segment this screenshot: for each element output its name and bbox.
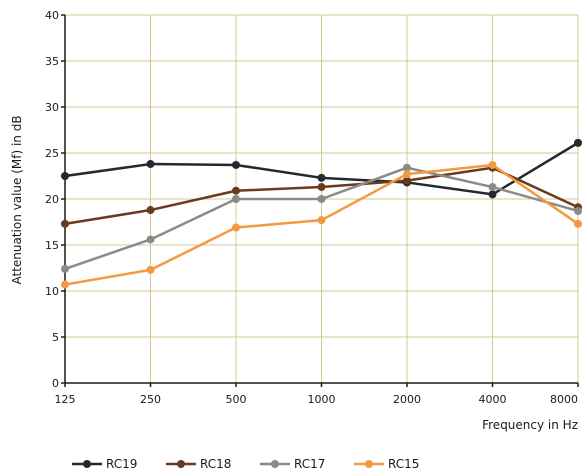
x-tick-label: 2000 [393,393,421,406]
data-point-rc19 [317,173,326,182]
data-point-rc15 [61,280,69,289]
data-point-rc18 [403,176,411,185]
data-point-rc18 [61,219,69,228]
data-point-rc17 [317,195,326,203]
y-tick-label: 20 [45,193,59,206]
legend-label-rc17: RC17 [294,457,325,471]
data-point-rc18 [232,186,240,195]
y-axis-title: Attenuation value (Mf) in dB [10,115,24,284]
data-point-rc19 [61,172,69,180]
data-point-rc17 [488,183,497,192]
x-tick-labels: 125 250 500 1000 2000 4000 8000 [55,393,579,406]
data-point-rc17 [574,206,582,215]
data-point-rc19 [146,160,155,169]
legend-marker-rc18 [177,460,185,468]
y-tick-label: 35 [45,55,59,68]
y-tick-label: 10 [45,285,59,298]
data-point-rc18 [317,183,326,192]
data-point-rc15 [317,216,326,225]
legend-marker-rc17 [271,460,279,468]
y-tick-label: 30 [45,101,59,114]
data-point-rc17 [403,163,411,172]
y-tick-label: 40 [45,9,59,22]
x-tick-label: 1000 [308,393,336,406]
data-point-rc17 [232,195,240,203]
data-point-rc19 [574,138,582,147]
data-point-rc15 [146,265,155,274]
y-tick-label: 0 [52,377,59,390]
x-tick-label: 4000 [479,393,507,406]
y-tick-label: 5 [52,331,59,344]
x-tick-label: 500 [226,393,247,406]
data-point-rc15 [232,223,240,232]
legend: RC19 RC18 RC17 RC15 [72,457,419,471]
legend-label-rc19: RC19 [106,457,137,471]
data-point-rc15 [574,219,582,228]
series-lines [61,138,582,289]
data-point-rc19 [232,160,240,169]
data-point-rc15 [403,170,411,179]
x-tick-label: 125 [55,393,76,406]
data-point-rc18 [146,206,155,215]
x-tick-label: 250 [140,393,161,406]
axes [61,14,579,387]
x-axis-title: Frequency in Hz [482,418,578,432]
data-point-rc19 [488,190,497,199]
data-point-rc17 [61,264,69,273]
legend-marker-rc19 [83,460,91,468]
legend-marker-rc15 [365,460,373,468]
x-tick-label: 8000 [550,393,578,406]
data-point-rc15 [488,160,497,169]
y-tick-label: 25 [45,147,59,160]
y-tick-label: 15 [45,239,59,252]
y-tick-labels: 0 5 10 15 20 25 30 35 40 [45,9,59,390]
data-point-rc17 [146,235,155,244]
legend-label-rc18: RC18 [200,457,231,471]
legend-label-rc15: RC15 [388,457,419,471]
